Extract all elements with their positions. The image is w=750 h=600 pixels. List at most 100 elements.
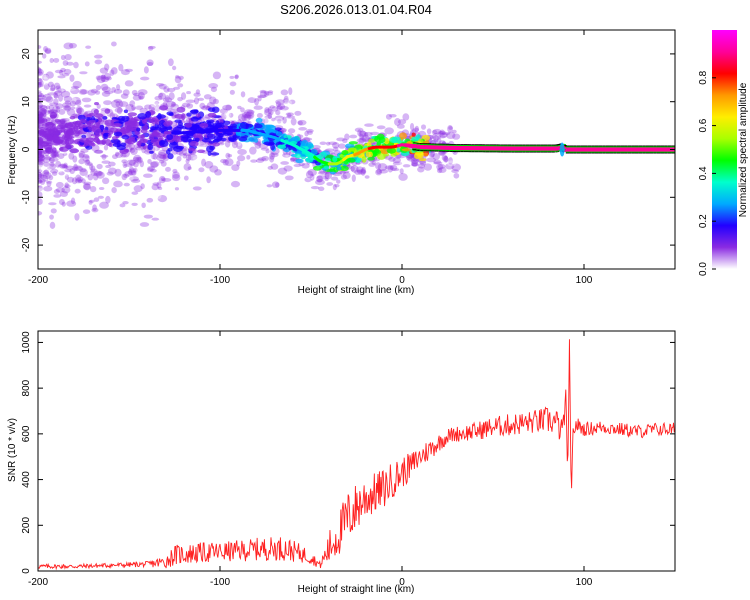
spectrogram-cell: [199, 143, 210, 148]
spectrogram-cell: [384, 165, 395, 170]
spectrogram-cell: [256, 112, 263, 119]
spectrogram-cell: [336, 137, 346, 142]
spectrogram-cell: [114, 168, 122, 177]
spectrogram-cell: [266, 184, 273, 188]
spectrogram-cell: [64, 53, 72, 61]
spectrogram-cell: [409, 122, 415, 131]
spectrogram-cell: [184, 122, 193, 128]
spectrogram-cell: [80, 148, 89, 153]
spectrogram-cell: [38, 80, 45, 88]
spectrogram-cell: [226, 131, 233, 136]
spectrogram-cell: [139, 76, 150, 81]
snr-x-tick-label: 100: [576, 577, 593, 588]
spectrogram-cell: [38, 163, 42, 170]
spectrogram-cell: [285, 112, 294, 117]
spectrogram-cell: [168, 92, 175, 101]
spectrogram-cell: [38, 123, 41, 132]
spectrogram-cell: [359, 134, 365, 141]
spectrogram-cell: [139, 222, 150, 227]
spectrogram-cell: [285, 115, 296, 119]
spectrogram-cell: [43, 83, 50, 90]
spectrogram-cell: [158, 149, 168, 157]
spectrogram-cell: [93, 197, 100, 202]
spectrogram-cell: [358, 137, 364, 146]
spectrogram-cell: [94, 90, 101, 95]
spectrogram-cell: [94, 149, 104, 154]
spectrogram-x-axis-label: Height of straight line (km): [298, 285, 415, 296]
spectrogram-y-tick-label: -10: [21, 190, 32, 205]
spectrogram-cell: [38, 82, 43, 88]
spectrogram-cell: [392, 161, 403, 166]
spectrogram-cell: [121, 173, 128, 181]
spectrogram-cell: [78, 158, 85, 165]
spectrogram-cell: [149, 168, 157, 173]
spectrogram-cell: [376, 125, 386, 130]
chart-title: S206.2026.013.01.04.R04: [280, 2, 432, 17]
spectrogram-cell: [41, 118, 48, 124]
spectrogram-cell: [82, 209, 91, 214]
spectrogram-cell: [82, 154, 90, 162]
spectrogram-cell: [336, 166, 342, 171]
colorbar-scale: [712, 30, 737, 269]
spectrogram-cell: [452, 138, 458, 145]
spectrogram-cell: [124, 138, 130, 144]
spectrogram-cell: [160, 160, 167, 167]
spectrogram-cell: [290, 117, 297, 126]
spectrogram-cell: [84, 159, 91, 166]
spectrogram-cell: [293, 163, 302, 168]
spectrogram-cell: [367, 156, 375, 161]
colorbar-tick-label: 0.2: [698, 214, 709, 228]
spectrogram-cell: [55, 88, 65, 94]
spectrogram-cell: [133, 92, 140, 97]
spectrogram-cell: [68, 96, 77, 105]
spectrogram-cell: [378, 136, 386, 144]
spectrogram-cell: [83, 128, 89, 133]
spectrogram-cell: [38, 150, 43, 156]
spectrogram-cell: [249, 146, 257, 155]
spectrogram-cell: [48, 157, 59, 162]
spectrogram-cell: [351, 174, 356, 182]
spectrogram-cell: [67, 121, 77, 127]
spectrogram-cell: [186, 112, 192, 117]
spectrogram-cell: [295, 158, 304, 164]
spectrogram-cell: [111, 100, 120, 108]
spectrogram-cell: [96, 163, 103, 170]
spectrogram-cell: [259, 90, 267, 99]
spectrogram-cell: [66, 61, 74, 66]
spectrogram-cell: [340, 174, 347, 180]
spectrogram-cell: [294, 110, 302, 116]
spectrogram-cell: [267, 106, 272, 115]
spectrogram-cell: [396, 123, 405, 129]
spectrogram-cell: [402, 164, 411, 168]
spectrogram-cell: [175, 75, 180, 79]
spectrogram-cell: [38, 156, 44, 164]
spectrogram-cell: [53, 98, 59, 105]
spectrogram-cell: [236, 132, 246, 137]
spectrogram-cell: [104, 90, 114, 95]
spectrogram-cell: [354, 127, 364, 133]
spectrogram-cell: [39, 108, 47, 115]
spectrogram-cell: [38, 60, 43, 64]
spectrogram-cell: [152, 129, 158, 136]
spectrogram-cell: [119, 203, 126, 208]
spectrogram-cell: [264, 107, 270, 113]
spectrogram-cell: [421, 124, 427, 130]
spectrogram-cell: [44, 49, 52, 55]
spectrogram-cell: [265, 149, 270, 154]
spectrogram-cell: [243, 113, 251, 122]
spectrogram-cell: [193, 92, 201, 97]
spectrogram-cell: [97, 170, 102, 176]
spectrogram-cell: [150, 161, 159, 169]
spectrogram-cell: [320, 141, 326, 147]
spectrogram-cell: [98, 186, 105, 191]
spectrogram-cell: [311, 144, 321, 150]
spectrogram-cell: [92, 204, 97, 212]
spectrogram-cell: [154, 104, 161, 112]
colorbar-ticks: 0.0 0.2 0.4 0.6 0.8: [698, 70, 716, 276]
spectrogram-cell: [142, 125, 149, 131]
spectrogram-cell: [49, 174, 54, 179]
spectrogram-cell: [133, 185, 143, 193]
spectrogram-cell: [139, 160, 145, 168]
